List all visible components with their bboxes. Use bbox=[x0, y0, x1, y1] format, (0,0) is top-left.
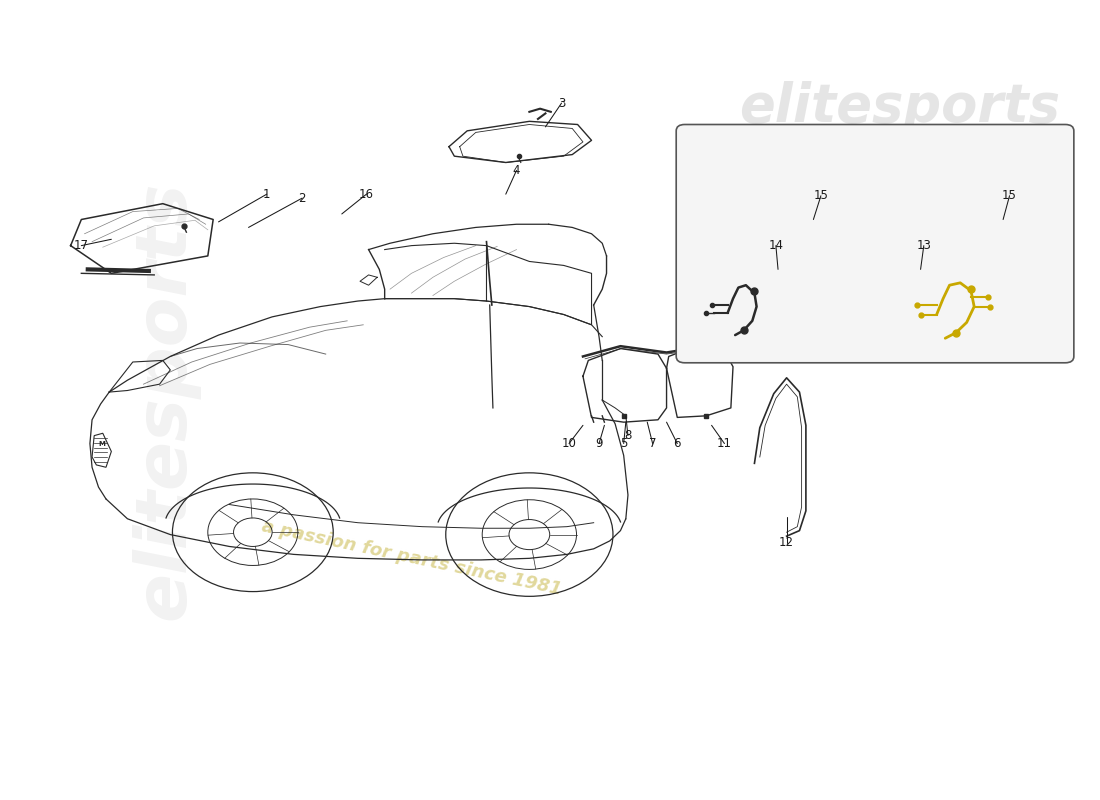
Text: 15: 15 bbox=[1002, 190, 1018, 202]
Text: a passion for parts since 1981: a passion for parts since 1981 bbox=[260, 518, 563, 599]
Text: 15: 15 bbox=[814, 190, 828, 202]
Text: 16: 16 bbox=[359, 188, 374, 201]
Text: elitesports: elitesports bbox=[738, 81, 1059, 133]
Text: 10: 10 bbox=[562, 437, 576, 450]
Text: 6: 6 bbox=[673, 437, 681, 450]
Text: 11: 11 bbox=[717, 437, 732, 450]
Text: 8: 8 bbox=[625, 429, 631, 442]
Text: 13: 13 bbox=[916, 239, 932, 252]
Text: 3: 3 bbox=[558, 97, 565, 110]
Text: 4: 4 bbox=[513, 164, 520, 177]
Text: 1: 1 bbox=[263, 188, 271, 201]
Text: 17: 17 bbox=[74, 239, 89, 252]
Text: 2: 2 bbox=[298, 192, 306, 205]
Text: 7: 7 bbox=[649, 437, 657, 450]
Text: 9: 9 bbox=[595, 437, 603, 450]
Text: elitesports: elitesports bbox=[131, 180, 199, 620]
FancyBboxPatch shape bbox=[676, 125, 1074, 362]
Text: M: M bbox=[98, 441, 106, 446]
Text: 12: 12 bbox=[779, 536, 794, 549]
Text: 5: 5 bbox=[620, 437, 627, 450]
Text: 14: 14 bbox=[769, 239, 783, 252]
